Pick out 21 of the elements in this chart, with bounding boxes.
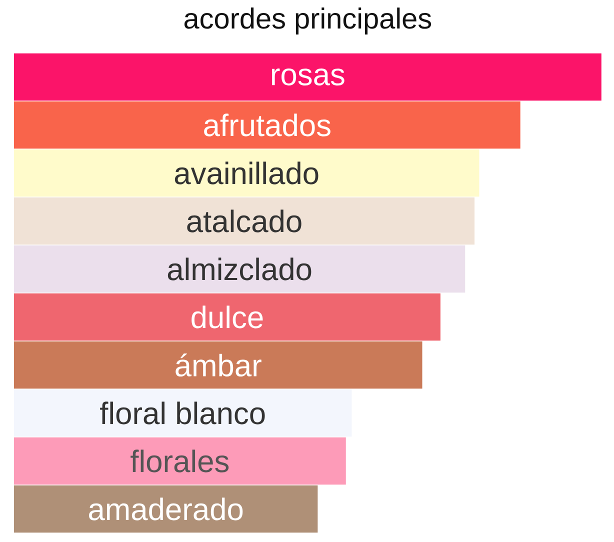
bar [14, 293, 440, 341]
bar [14, 245, 466, 293]
y-tick-label: amaderado [89, 498, 243, 520]
y-tick-label: ámbar [176, 353, 262, 377]
bar [14, 197, 475, 245]
y-tick-label: atalcado [187, 210, 302, 232]
y-tick-label: floral blanco [100, 402, 265, 424]
y-tick-label: avainillado [174, 162, 318, 184]
bar [14, 53, 602, 101]
bar [14, 341, 422, 389]
y-tick-label: afrutados [204, 114, 330, 136]
y-tick-label: rosas [272, 68, 344, 86]
bar [14, 149, 480, 197]
chart-title: acordes principales [184, 8, 432, 34]
y-tick-label: almizclado [168, 258, 312, 280]
y-tick-label: florales [130, 450, 229, 472]
bar [14, 101, 520, 149]
bar [14, 437, 346, 485]
y-tick-label: dulce [192, 306, 263, 328]
bar [14, 485, 318, 533]
bar [14, 389, 352, 437]
